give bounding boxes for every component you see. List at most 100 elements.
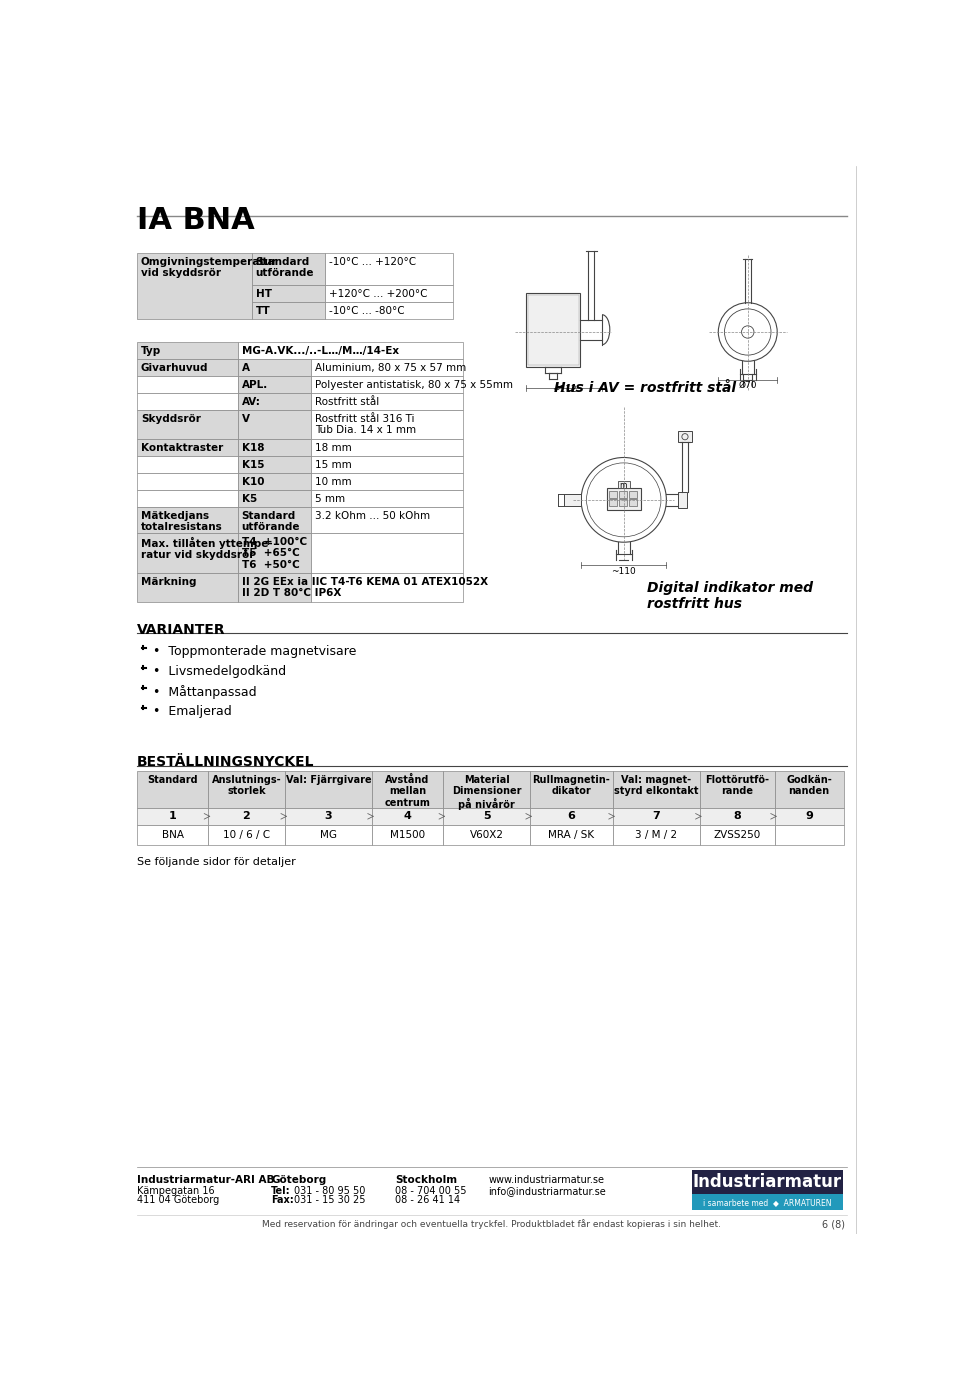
Text: Standard: Standard xyxy=(148,775,198,785)
Text: •  Livsmedelgodkänd: • Livsmedelgodkänd xyxy=(153,664,286,678)
Bar xyxy=(238,473,311,490)
Bar xyxy=(564,494,581,506)
Text: Märkning: Märkning xyxy=(141,577,197,587)
Bar xyxy=(325,302,453,319)
Text: Polyester antistatisk, 80 x 75 x 55mm: Polyester antistatisk, 80 x 75 x 55mm xyxy=(315,380,514,390)
Text: 3 / M / 2: 3 / M / 2 xyxy=(636,829,678,839)
Bar xyxy=(612,807,700,825)
Bar xyxy=(692,1194,843,1209)
Text: Industriarmatur: Industriarmatur xyxy=(692,1173,842,1191)
Text: 6 (8): 6 (8) xyxy=(822,1219,845,1229)
Bar xyxy=(444,807,530,825)
Bar xyxy=(137,473,238,490)
Bar xyxy=(238,343,463,359)
Text: 031 - 15 30 25: 031 - 15 30 25 xyxy=(295,1196,366,1205)
Text: Rullmagnetin-
dikator: Rullmagnetin- dikator xyxy=(532,775,610,796)
Text: AV:: AV: xyxy=(242,397,260,406)
Bar xyxy=(530,825,612,845)
Text: Med reservation för ändringar och eventuella tryckfel. Produktbladet får endast : Med reservation för ändringar och eventu… xyxy=(262,1219,722,1229)
Text: K18: K18 xyxy=(242,442,264,454)
Text: Fax:: Fax: xyxy=(271,1196,294,1205)
Text: ~110: ~110 xyxy=(612,567,636,576)
Bar xyxy=(285,807,372,825)
Bar xyxy=(629,491,636,498)
Text: T4  +100°C
T5  +65°C
T6  +50°C: T4 +100°C T5 +65°C T6 +50°C xyxy=(242,537,307,570)
Bar xyxy=(311,376,463,393)
Text: 3.2 kOhm ... 50 kOhm: 3.2 kOhm ... 50 kOhm xyxy=(315,510,430,520)
Bar xyxy=(311,506,463,533)
Text: 1: 1 xyxy=(169,811,177,821)
Bar xyxy=(311,440,463,456)
Bar xyxy=(137,506,238,533)
Bar xyxy=(311,533,463,573)
Bar xyxy=(238,573,311,602)
Bar xyxy=(137,343,238,359)
Text: 08 - 26 41 14: 08 - 26 41 14 xyxy=(396,1196,460,1205)
Bar xyxy=(678,430,692,442)
Text: 6: 6 xyxy=(567,811,575,821)
Text: •  Måttanpassad: • Måttanpassad xyxy=(153,685,256,699)
Text: Avstånd
mellan
centrum: Avstånd mellan centrum xyxy=(385,775,430,809)
Text: Material
Dimensioner
på nivårör: Material Dimensioner på nivårör xyxy=(452,775,521,810)
Text: 4: 4 xyxy=(403,811,412,821)
Bar xyxy=(678,492,687,508)
Bar xyxy=(325,284,453,302)
Bar xyxy=(137,771,208,807)
Bar xyxy=(311,393,463,409)
Text: IA BNA: IA BNA xyxy=(137,207,254,236)
Bar xyxy=(612,771,700,807)
Text: Hus i AV = rostfritt stål: Hus i AV = rostfritt stål xyxy=(554,380,736,394)
Bar xyxy=(238,393,311,409)
Text: 8: 8 xyxy=(733,811,741,821)
Bar xyxy=(372,825,444,845)
Bar xyxy=(137,825,208,845)
Bar xyxy=(238,440,311,456)
Text: 411 04 Göteborg: 411 04 Göteborg xyxy=(137,1196,219,1205)
Text: Godkän-
nanden: Godkän- nanden xyxy=(786,775,832,796)
Text: -10°C ... -80°C: -10°C ... -80°C xyxy=(329,305,405,316)
Text: Kämpegatan 16: Kämpegatan 16 xyxy=(137,1186,215,1196)
Text: 18 mm: 18 mm xyxy=(315,442,352,454)
Bar xyxy=(238,456,311,473)
Bar xyxy=(775,825,844,845)
Bar xyxy=(137,490,238,506)
Text: Omgivningstemperatur
vid skyddsrör: Omgivningstemperatur vid skyddsrör xyxy=(141,257,277,279)
Text: Standard
utförande: Standard utförande xyxy=(255,257,314,279)
Bar xyxy=(137,409,238,440)
Text: Göteborg: Göteborg xyxy=(271,1175,326,1184)
Bar xyxy=(619,499,627,506)
Bar xyxy=(607,488,641,510)
Text: Standard
utförande: Standard utförande xyxy=(242,510,300,533)
Bar xyxy=(238,490,311,506)
Text: -10°C ... +120°C: -10°C ... +120°C xyxy=(329,257,417,266)
Bar xyxy=(444,825,530,845)
Text: Digital indikator med
rostfritt hus: Digital indikator med rostfritt hus xyxy=(647,581,813,610)
Bar xyxy=(609,491,616,498)
Bar xyxy=(137,807,208,825)
Text: 15 mm: 15 mm xyxy=(315,460,352,470)
Text: A: A xyxy=(242,363,250,373)
Text: Flottörutfö-
rande: Flottörutfö- rande xyxy=(705,775,769,796)
Text: info@industriarmatur.se: info@industriarmatur.se xyxy=(488,1186,606,1196)
Bar xyxy=(617,481,630,488)
Text: MG: MG xyxy=(320,829,337,839)
Bar xyxy=(619,491,627,498)
Text: 2: 2 xyxy=(243,811,251,821)
Text: 10 / 6 / C: 10 / 6 / C xyxy=(223,829,270,839)
Text: Typ: Typ xyxy=(141,345,161,356)
Text: Val: Fjärrgivare: Val: Fjärrgivare xyxy=(286,775,372,785)
Text: 5 mm: 5 mm xyxy=(315,494,346,503)
Text: Max. tillåten yttempe-
ratur vid skyddsrör: Max. tillåten yttempe- ratur vid skyddsr… xyxy=(141,537,273,560)
Bar xyxy=(311,573,463,602)
Text: Tel:: Tel: xyxy=(271,1186,291,1196)
Bar xyxy=(311,456,463,473)
Bar xyxy=(137,533,238,573)
Bar xyxy=(252,302,325,319)
Bar xyxy=(285,825,372,845)
Bar xyxy=(526,294,581,366)
Text: i samarbete med  ◆  ARMATUREN: i samarbete med ◆ ARMATUREN xyxy=(703,1197,831,1207)
Bar xyxy=(528,295,579,365)
Text: Anslutnings-
storlek: Anslutnings- storlek xyxy=(211,775,281,796)
Bar xyxy=(208,771,285,807)
Bar xyxy=(311,409,463,440)
